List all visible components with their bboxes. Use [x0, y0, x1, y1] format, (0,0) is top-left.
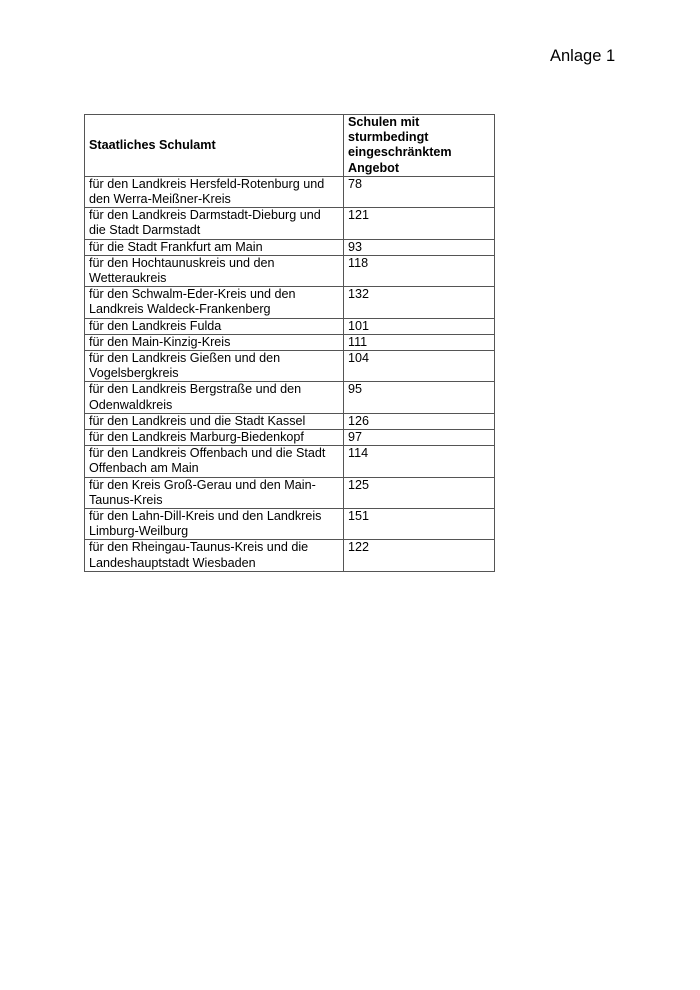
table-row: für den Landkreis Fulda 101 [84, 317, 495, 335]
table-row: für den Landkreis Marburg-Biedenkopf 97 [84, 429, 495, 447]
cell-text-line: für den Landkreis Fulda [89, 318, 222, 333]
cell-text-line: für den Landkreis Darmstadt-Dieburg und [89, 208, 321, 223]
cell-text-line: für den Hochtaunuskreis und den [89, 255, 275, 270]
cell-text-line: Offenbach am Main [89, 461, 199, 476]
header-schulamt: Staatliches Schulamt [84, 114, 344, 177]
schulamt-cell: für den Rheingau-Taunus-Kreis und die Lan… [84, 539, 344, 572]
cell-text-line: für den Lahn-Dill-Kreis und den Landkrei… [89, 509, 322, 524]
table-row: für den Landkreis und die Stadt Kassel 12… [84, 412, 495, 431]
cell-text-line: für den Rheingau-Taunus-Kreis und die [89, 540, 309, 555]
table-row: für den Landkreis Offenbach und die Stad… [84, 445, 495, 478]
cell-text-line: Taunus-Kreis [89, 492, 163, 507]
schulamt-cell: für den Landkreis Marburg-Biedenkopf [84, 429, 344, 447]
table-row: für den Rheingau-Taunus-Kreis und die Lan… [84, 539, 495, 572]
schools-count-cell: 125 [343, 476, 495, 510]
schulamt-cell: für den Schwalm-Eder-Kreis und den Landkr… [84, 286, 344, 319]
cell-text-line: Staatliches Schulamt [89, 137, 216, 152]
schools-count-cell: 132 [343, 286, 495, 319]
cell-text-line: für den Landkreis Hersfeld-Rotenburg und [89, 176, 325, 191]
schools-count-cell: 111 [343, 333, 495, 352]
cell-text-line: den Werra-Meißner-Kreis [89, 192, 231, 207]
table-row: für den Lahn-Dill-Kreis und den Landkrei… [84, 508, 495, 541]
schools-count-cell: 101 [343, 317, 495, 335]
cell-text-line: Landkreis Waldeck-Frankenberg [89, 302, 271, 317]
schulamt-cell: für den Landkreis Bergstraße und den Oden… [84, 381, 344, 414]
cell-text-line: eingeschränktem [348, 145, 452, 160]
cell-text-line: sturmbedingt [348, 130, 429, 145]
cell-text-line: für den Main-Kinzig-Kreis [89, 334, 231, 349]
table-header-row: Staatliches Schulamt Schulen mit sturmbed… [84, 114, 495, 177]
cell-text-line: Odenwaldkreis [89, 397, 173, 412]
table-row: für den Kreis Groß-Gerau und den Main- Ta… [84, 476, 495, 510]
schools-count-cell: 97 [343, 429, 495, 447]
cell-text-line: für den Landkreis Offenbach und die Stad… [89, 446, 326, 461]
schulamt-cell: für den Hochtaunuskreis und den Wetterauk… [84, 254, 344, 288]
schools-count-cell: 122 [343, 539, 495, 572]
cell-text-line: Vogelsbergkreis [89, 366, 179, 381]
schools-count-cell: 95 [343, 381, 495, 414]
cell-text-line: für die Stadt Frankfurt am Main [89, 239, 263, 254]
table-row: für den Landkreis Darmstadt-Dieburg und d… [84, 207, 495, 240]
schools-count-cell: 104 [343, 350, 495, 383]
annex-label: Anlage 1 [550, 47, 616, 65]
cell-text-line: die Stadt Darmstadt [89, 223, 201, 238]
table-row: für den Landkreis Bergstraße und den Oden… [84, 381, 495, 414]
schools-count-cell: 114 [343, 445, 495, 478]
schools-count-cell: 93 [343, 238, 495, 256]
schools-count-cell: 118 [343, 254, 495, 288]
cell-text-line: für den Kreis Groß-Gerau und den Main- [89, 477, 316, 492]
schools-table: Staatliches Schulamt Schulen mit sturmbed… [84, 114, 495, 572]
schools-count-cell: 121 [343, 207, 495, 240]
schools-count-cell: 78 [343, 175, 495, 209]
table-row: für den Landkreis Hersfeld-Rotenburg und… [84, 175, 495, 209]
cell-text-line: Angebot [348, 160, 400, 175]
schulamt-cell: für den Landkreis Fulda [84, 317, 344, 335]
table-row: für den Hochtaunuskreis und den Wetterauk… [84, 254, 495, 288]
schools-count-cell: 151 [343, 508, 495, 541]
schulamt-cell: für den Landkreis Offenbach und die Stad… [84, 445, 344, 478]
cell-text-line: für den Landkreis Gießen und den [89, 351, 281, 366]
schulamt-cell: für den Landkreis Hersfeld-Rotenburg und… [84, 175, 344, 209]
table-row: für die Stadt Frankfurt am Main 93 [84, 238, 495, 256]
schulamt-cell: für den Kreis Groß-Gerau und den Main- Ta… [84, 476, 344, 510]
schools-count-cell: 126 [343, 412, 495, 431]
schulamt-cell: für den Lahn-Dill-Kreis und den Landkrei… [84, 508, 344, 541]
table-row: für den Landkreis Gießen und den Vogelsbe… [84, 350, 495, 383]
schulamt-cell: für den Landkreis Gießen und den Vogelsbe… [84, 350, 344, 383]
table-row: für den Schwalm-Eder-Kreis und den Landkr… [84, 286, 495, 319]
cell-text-line: Wetteraukreis [89, 271, 167, 286]
schulamt-cell: für den Main-Kinzig-Kreis [84, 333, 344, 352]
table-row: für den Main-Kinzig-Kreis 111 [84, 333, 495, 352]
schulamt-cell: für den Landkreis Darmstadt-Dieburg und d… [84, 207, 344, 240]
cell-text-line: für den Schwalm-Eder-Kreis und den [89, 287, 296, 302]
cell-text-line: Limburg-Weilburg [89, 524, 189, 539]
schulamt-cell: für den Landkreis und die Stadt Kassel [84, 412, 344, 431]
cell-text-line: Landeshauptstadt Wiesbaden [89, 555, 256, 570]
cell-text-line: für den Landkreis Marburg-Biedenkopf [89, 430, 304, 445]
header-schulen: Schulen mit sturmbedingt eingeschränktem An… [343, 114, 495, 177]
cell-text-line: für den Landkreis Bergstraße und den [89, 382, 302, 397]
cell-text-line: Schulen mit [348, 115, 420, 129]
schulamt-cell: für die Stadt Frankfurt am Main [84, 238, 344, 256]
cell-text-line: für den Landkreis und die Stadt Kassel [89, 413, 306, 428]
